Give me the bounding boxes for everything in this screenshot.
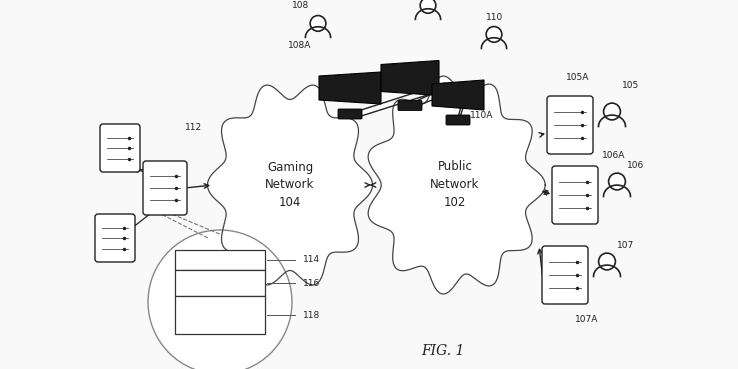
Circle shape: [604, 103, 621, 120]
Circle shape: [420, 0, 436, 13]
Text: API: API: [212, 255, 228, 265]
FancyBboxPatch shape: [143, 161, 187, 215]
FancyBboxPatch shape: [338, 109, 362, 119]
Text: 105: 105: [622, 80, 639, 90]
Text: 106: 106: [627, 161, 644, 169]
Polygon shape: [207, 85, 373, 285]
Text: 107: 107: [617, 241, 634, 249]
Text: Statistics
Module: Statistics Module: [198, 272, 243, 294]
Polygon shape: [319, 72, 381, 104]
Circle shape: [148, 230, 292, 369]
Text: 114: 114: [303, 255, 320, 265]
FancyBboxPatch shape: [446, 115, 470, 125]
Text: 108: 108: [292, 1, 309, 10]
FancyBboxPatch shape: [547, 96, 593, 154]
Text: 105A: 105A: [566, 72, 590, 82]
Circle shape: [486, 27, 502, 42]
Polygon shape: [368, 76, 545, 294]
Circle shape: [310, 15, 326, 31]
FancyBboxPatch shape: [95, 214, 135, 262]
Text: FIG. 1: FIG. 1: [421, 344, 464, 358]
FancyBboxPatch shape: [100, 124, 140, 172]
Text: Public
Network
102: Public Network 102: [430, 161, 480, 210]
Polygon shape: [432, 80, 484, 110]
FancyBboxPatch shape: [175, 296, 265, 334]
FancyBboxPatch shape: [175, 270, 265, 296]
FancyBboxPatch shape: [398, 100, 422, 110]
FancyBboxPatch shape: [542, 246, 588, 304]
FancyBboxPatch shape: [175, 250, 265, 270]
Text: 118: 118: [303, 310, 320, 320]
Text: 110: 110: [486, 13, 503, 21]
Circle shape: [599, 253, 615, 270]
Text: Processing/
Ranking
Module: Processing/ Ranking Module: [193, 298, 248, 332]
FancyBboxPatch shape: [552, 166, 598, 224]
Text: 108A: 108A: [288, 41, 311, 51]
Text: 116: 116: [303, 279, 320, 287]
Text: 110A: 110A: [470, 110, 494, 120]
Polygon shape: [381, 61, 439, 96]
Text: 106A: 106A: [602, 151, 625, 159]
Circle shape: [609, 173, 625, 190]
Text: 112: 112: [185, 124, 202, 132]
Text: 107A: 107A: [575, 315, 599, 324]
Text: Gaming
Network
104: Gaming Network 104: [266, 161, 314, 210]
